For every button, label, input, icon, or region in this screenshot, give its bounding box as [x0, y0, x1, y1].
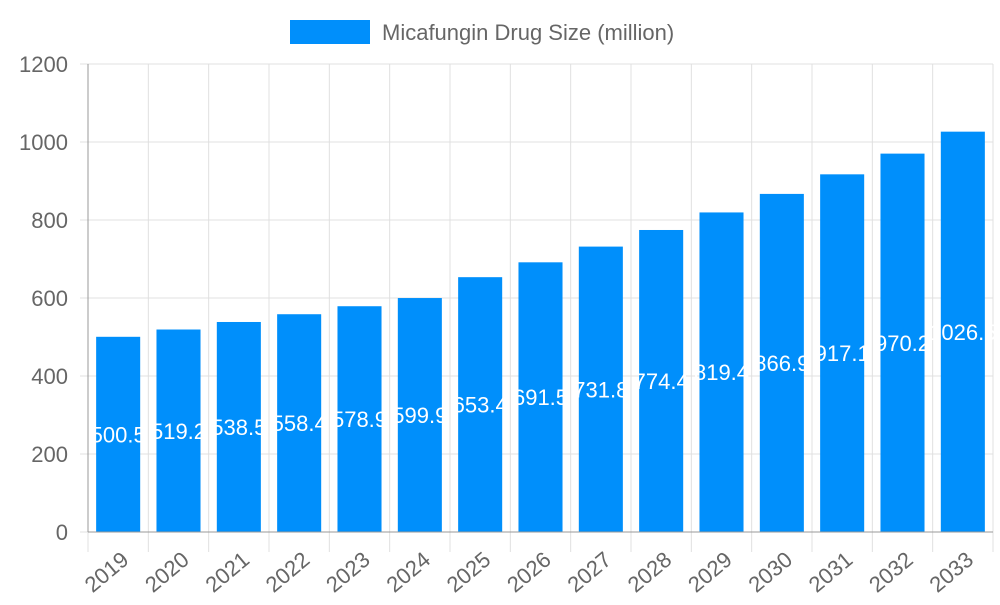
bar	[578, 246, 623, 532]
data-label: 599.9	[392, 403, 447, 428]
bar	[940, 131, 985, 533]
bars	[96, 131, 985, 533]
bar	[96, 336, 141, 532]
data-labels: 500.5 519.2 538.5 558.4 578.9 599.9 653.4 691.5…	[91, 320, 997, 448]
data-label: 558.4	[272, 411, 327, 436]
y-tick-label: 1200	[19, 52, 68, 77]
legend[interactable]: Micafungin Drug Size (million)	[290, 20, 674, 45]
bar	[518, 262, 563, 532]
grid	[80, 63, 994, 552]
data-label: 917.1	[815, 341, 870, 366]
bar	[820, 174, 865, 532]
x-tick-label: 2022	[261, 547, 315, 598]
x-tick-label: 2028	[623, 547, 677, 598]
x-tick-label: 2019	[80, 547, 134, 598]
data-label: 500.5	[91, 422, 146, 447]
x-tick-label: 2021	[200, 547, 254, 598]
x-tick-label: 2033	[924, 547, 978, 598]
data-label: 866.9	[754, 351, 809, 376]
x-tick-label: 2032	[864, 547, 918, 598]
y-tick-label: 0	[56, 520, 68, 545]
x-tick-label: 2025	[442, 547, 496, 598]
bar	[216, 321, 261, 532]
data-label: 731.8	[573, 377, 628, 402]
bar	[397, 298, 442, 532]
data-label: 519.2	[151, 419, 206, 444]
bar	[699, 212, 744, 532]
x-tick-label: 2024	[381, 547, 435, 598]
x-tick-label: 2026	[502, 547, 556, 598]
x-tick-label: 2031	[804, 547, 858, 598]
bar	[156, 329, 201, 532]
bar	[277, 314, 322, 532]
data-label: 538.5	[211, 415, 266, 440]
data-label: 691.5	[513, 385, 568, 410]
data-label: 970.2	[875, 331, 930, 356]
x-tick-label: 2030	[743, 547, 797, 598]
bar	[880, 153, 925, 532]
bar	[639, 229, 684, 532]
data-label: 653.4	[453, 393, 508, 418]
y-tick-label: 200	[31, 442, 68, 467]
y-tick-label: 800	[31, 208, 68, 233]
y-tick-label: 600	[31, 286, 68, 311]
data-label: 1026.5	[929, 320, 996, 345]
data-label: 578.9	[332, 407, 387, 432]
legend-swatch	[290, 20, 370, 44]
bar	[458, 277, 503, 532]
y-tick-label: 400	[31, 364, 68, 389]
x-tick-label: 2027	[562, 547, 616, 598]
x-tick-label: 2029	[683, 547, 737, 598]
data-label: 774.4	[634, 369, 689, 394]
x-tick-label: 2023	[321, 547, 375, 598]
legend-label: Micafungin Drug Size (million)	[382, 20, 674, 45]
bar	[759, 193, 804, 532]
bar	[337, 306, 382, 532]
data-label: 819.4	[694, 360, 749, 385]
x-tick-label: 2020	[140, 547, 194, 598]
y-tick-label: 1000	[19, 130, 68, 155]
